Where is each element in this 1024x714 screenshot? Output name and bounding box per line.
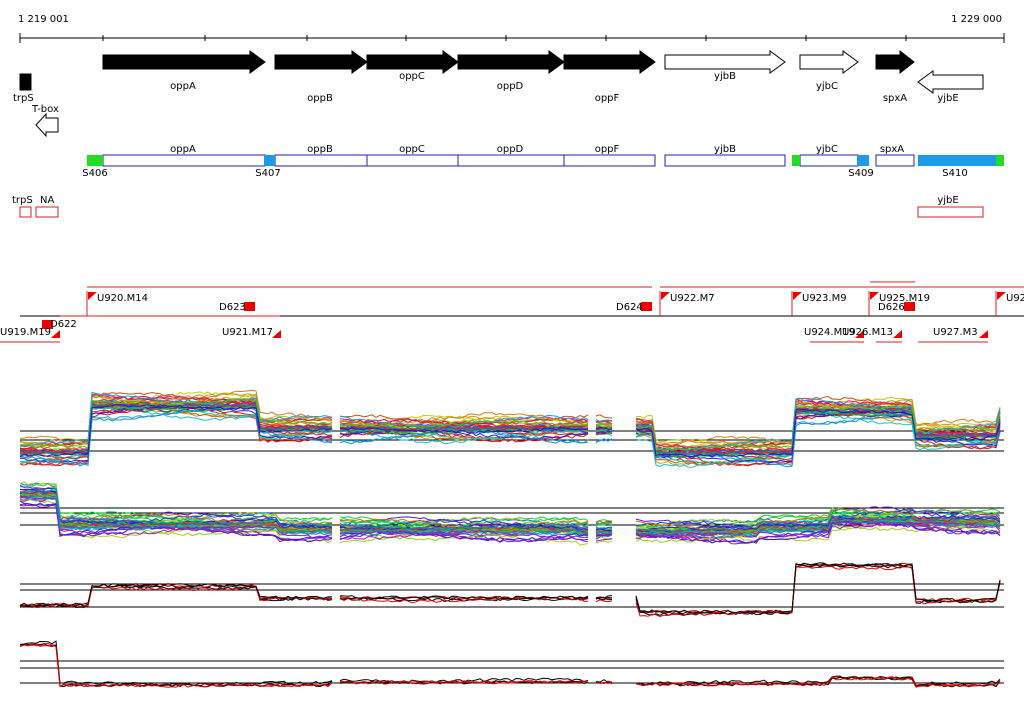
ruler-end: 1 229 000 [951, 14, 1002, 25]
segment-label: S406 [82, 168, 107, 179]
trace [19, 496, 1001, 543]
gene-label: yjbB [714, 71, 736, 82]
gene-label: T-box [31, 104, 59, 115]
ruler-start: 1 219 001 [18, 14, 69, 25]
trace [19, 391, 1001, 452]
marker-label: U927.M3 [933, 327, 978, 338]
transcript-label: oppB [307, 144, 333, 155]
gene-label: trpS [13, 93, 34, 104]
gene-label: oppD [497, 81, 524, 92]
marker-label: U925.M19 [879, 293, 930, 304]
transcript-label: yjbB [714, 144, 736, 155]
segment-blocks [87, 155, 1004, 166]
transcript-label: oppA [170, 144, 196, 155]
feature-boxes [19, 206, 984, 218]
trace [19, 402, 1001, 454]
segment-label: S409 [848, 168, 873, 179]
trace [19, 484, 1001, 532]
trace [19, 496, 1001, 539]
marker-label: D626 [878, 302, 905, 313]
marker-tracks [0, 281, 1024, 343]
gene-label: yjbE [937, 93, 958, 104]
transcript-label: yjbC [816, 144, 838, 155]
trace [19, 397, 1001, 453]
gene-label: oppA [170, 81, 196, 92]
feature-label: yjbE [937, 195, 958, 206]
trace [19, 405, 1001, 467]
marker-label: U928 [1006, 293, 1024, 304]
trace [19, 395, 1001, 453]
trace [19, 404, 1001, 458]
marker-label: U921.M17 [222, 327, 273, 338]
trace [19, 391, 1001, 452]
trace [19, 562, 1001, 614]
marker-label: U924.M19 [804, 327, 855, 338]
trace [19, 643, 1001, 688]
transcript-label: oppD [497, 144, 524, 155]
trace [19, 487, 1001, 533]
trace [19, 495, 1001, 543]
marker-label: D623 [219, 302, 246, 313]
trace [19, 406, 1001, 468]
segment-label: S407 [255, 168, 280, 179]
marker-label: U926.M13 [842, 327, 893, 338]
gene-label: oppF [595, 93, 620, 104]
trace [19, 401, 1001, 454]
segment-label: S410 [942, 168, 967, 179]
transcript-label: spxA [880, 144, 904, 155]
gene-label: spxA [883, 93, 907, 104]
gene-label: oppB [307, 93, 333, 104]
trace [19, 405, 1001, 465]
transcript-label: oppC [399, 144, 425, 155]
marker-label: U922.M7 [670, 293, 715, 304]
marker-label: U919.M19 [0, 327, 51, 338]
gene-label: oppC [399, 71, 425, 82]
marker-label: U920.M14 [97, 293, 148, 304]
trace [19, 481, 1001, 532]
trace [19, 504, 1001, 545]
ruler [19, 33, 1005, 43]
marker-label: D622 [50, 319, 77, 330]
marker-label: D624 [616, 302, 643, 313]
trace [19, 406, 1001, 468]
trace [19, 643, 1001, 688]
feature-label: NA [40, 195, 54, 206]
gene-arrows [19, 49, 984, 138]
transcript-label: oppF [595, 144, 620, 155]
trace [19, 398, 1001, 452]
gene-label: yjbC [816, 81, 838, 92]
trace [19, 565, 1001, 618]
feature-label: trpS [12, 195, 33, 206]
marker-label: U923.M9 [802, 293, 847, 304]
trace [19, 562, 1001, 614]
expression-traces [19, 389, 1004, 688]
trace [19, 403, 1001, 455]
